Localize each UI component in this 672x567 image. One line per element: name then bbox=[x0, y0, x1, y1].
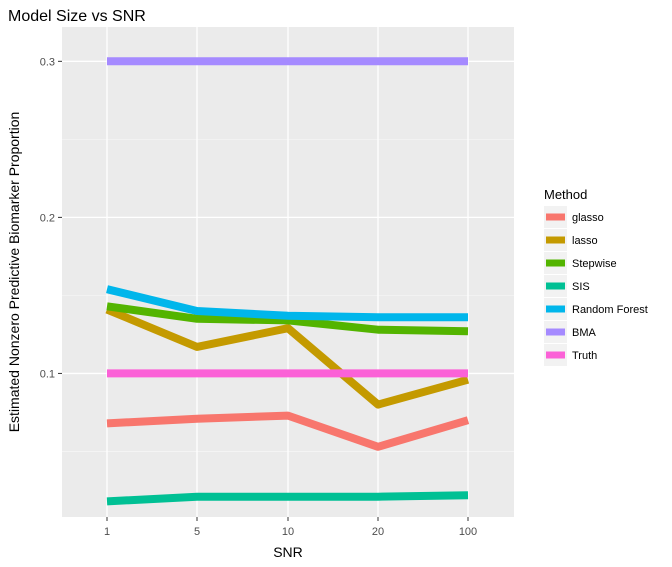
y-tick-label-2: 0.3 bbox=[40, 56, 55, 68]
chart-title: Model Size vs SNR bbox=[8, 8, 146, 25]
legend-title: Method bbox=[544, 187, 587, 202]
legend: Method glasso lasso Stepwise SIS Random Fore… bbox=[544, 187, 648, 366]
y-tick-label-1: 0.2 bbox=[40, 212, 55, 224]
y-tick-label-0: 0.1 bbox=[40, 368, 55, 380]
legend-label-0: glasso bbox=[572, 212, 604, 224]
y-axis-ticks: 0.1 0.2 0.3 bbox=[40, 56, 62, 380]
series-line-random-forest bbox=[106, 285, 468, 322]
x-tick-label-1: 5 bbox=[194, 526, 200, 538]
x-axis-ticks: 1 5 10 20 100 bbox=[104, 517, 477, 538]
x-tick-label-2: 10 bbox=[282, 526, 294, 538]
legend-label-4: Random Forest bbox=[572, 304, 648, 316]
series-line-stepwise bbox=[106, 302, 469, 336]
x-axis-title: SNR bbox=[273, 544, 303, 560]
series-line-glasso bbox=[106, 411, 470, 451]
series-line-sis bbox=[106, 491, 469, 506]
series-line-lasso bbox=[105, 305, 470, 409]
x-tick-label-4: 100 bbox=[459, 526, 477, 538]
legend-label-1: lasso bbox=[572, 235, 598, 247]
legend-label-2: Stepwise bbox=[572, 258, 617, 270]
x-tick-label-3: 20 bbox=[372, 526, 384, 538]
legend-label-6: Truth bbox=[572, 350, 597, 362]
series-lines bbox=[105, 57, 470, 506]
x-tick-label-0: 1 bbox=[104, 526, 110, 538]
grid bbox=[62, 27, 514, 517]
legend-label-5: BMA bbox=[572, 327, 597, 339]
legend-label-3: SIS bbox=[572, 281, 590, 293]
y-axis-title: Estimated Nonzero Predictive Biomarker P… bbox=[6, 112, 22, 433]
